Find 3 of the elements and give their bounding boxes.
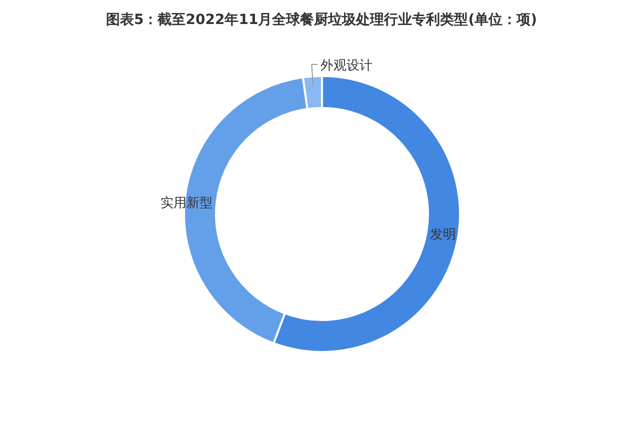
slice-label: 外观设计 [320,58,373,74]
slice-label: 发明 [430,228,456,243]
chart-title: 图表5：截至2022年11月全球餐厨垃圾处理行业专利类型(单位：项) [106,11,537,28]
